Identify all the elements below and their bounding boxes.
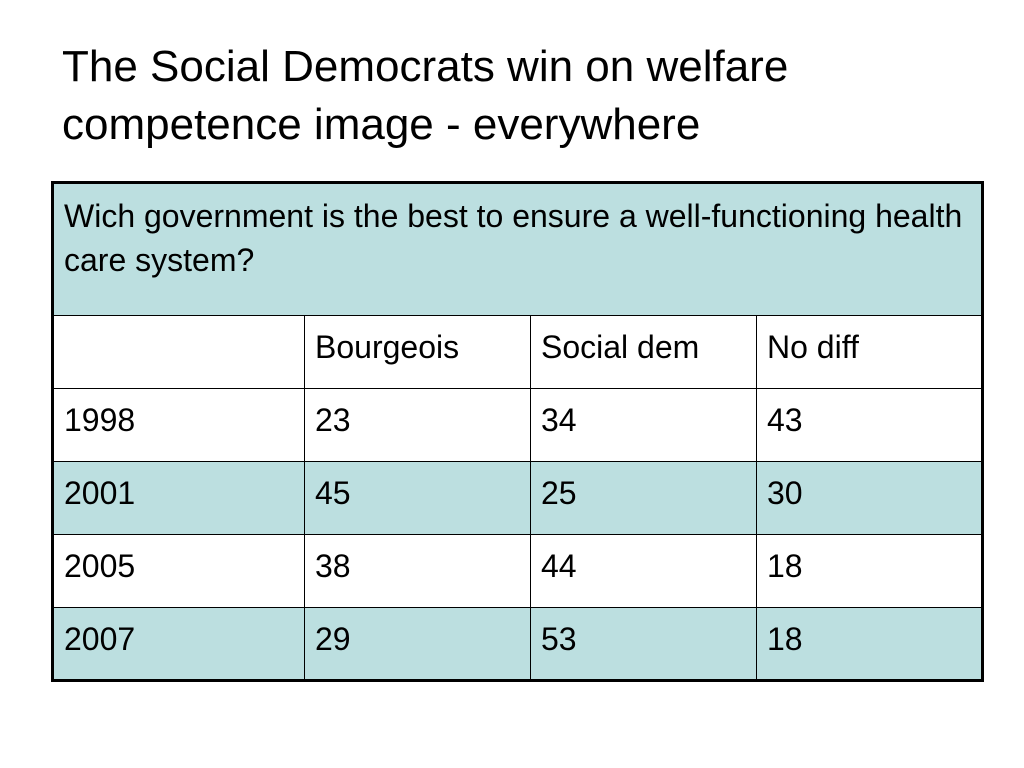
row-year: 2001	[51, 461, 305, 535]
slide-title-line2: competence image - everywhere	[62, 100, 701, 149]
cell-social-dem: 34	[530, 388, 757, 462]
cell-no-diff: 18	[756, 534, 984, 608]
cell-no-diff: 30	[756, 461, 984, 535]
table-row: 2005 38 44 18	[51, 534, 984, 608]
row-year: 1998	[51, 388, 305, 462]
table-row: 2007 29 53 18	[51, 607, 984, 682]
row-year: 2007	[51, 607, 305, 682]
column-header-social-dem: Social dem	[530, 315, 757, 389]
cell-bourgeois: 29	[304, 607, 531, 682]
slide-title-line1: The Social Democrats win on welfare	[62, 42, 789, 91]
cell-bourgeois: 38	[304, 534, 531, 608]
column-header-no-diff: No diff	[756, 315, 984, 389]
table-row: 2001 45 25 30	[51, 461, 984, 535]
survey-table: Wich government is the best to ensure a …	[51, 181, 984, 682]
cell-social-dem: 44	[530, 534, 757, 608]
column-header-empty	[51, 315, 305, 389]
cell-social-dem: 53	[530, 607, 757, 682]
cell-bourgeois: 23	[304, 388, 531, 462]
cell-no-diff: 43	[756, 388, 984, 462]
table-row: 1998 23 34 43	[51, 388, 984, 462]
cell-social-dem: 25	[530, 461, 757, 535]
row-year: 2005	[51, 534, 305, 608]
column-header-bourgeois: Bourgeois	[304, 315, 531, 389]
cell-no-diff: 18	[756, 607, 984, 682]
slide-title: The Social Democrats win on welfare comp…	[62, 38, 962, 154]
question-row: Wich government is the best to ensure a …	[51, 181, 984, 316]
column-header-row: Bourgeois Social dem No diff	[51, 315, 984, 389]
cell-bourgeois: 45	[304, 461, 531, 535]
survey-question: Wich government is the best to ensure a …	[51, 181, 984, 316]
